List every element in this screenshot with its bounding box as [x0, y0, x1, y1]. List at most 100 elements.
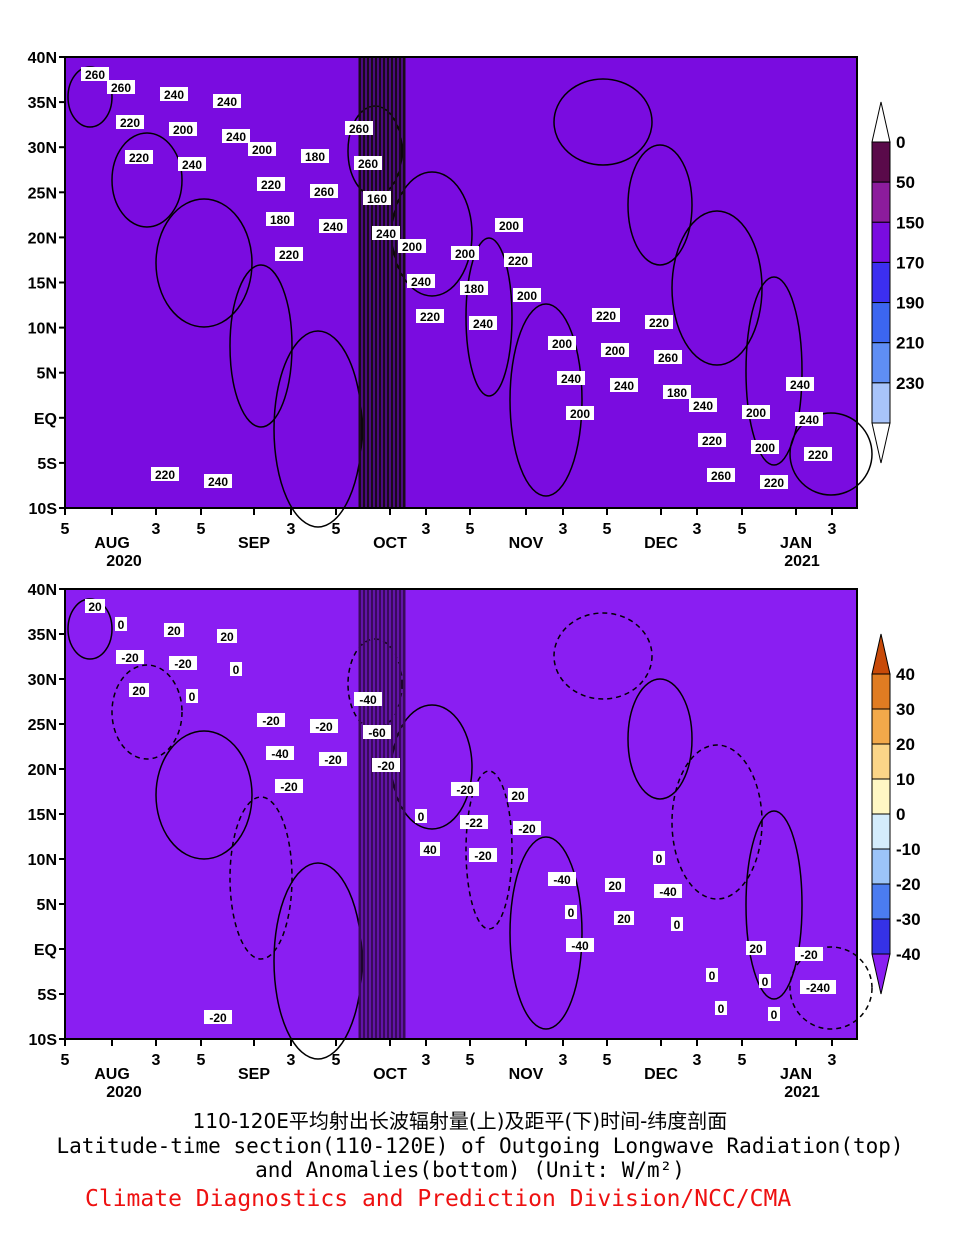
field-cell	[77, 629, 90, 640]
field-cell	[833, 467, 846, 478]
field-cell	[437, 599, 450, 610]
field-cell	[797, 669, 810, 680]
field-cell	[761, 107, 774, 118]
field-cell	[221, 57, 234, 68]
field-cell	[581, 417, 594, 428]
field-cell	[533, 137, 546, 148]
field-cell	[461, 367, 474, 378]
field-cell	[77, 769, 90, 780]
field-cell	[809, 609, 822, 620]
field-cell	[653, 327, 666, 338]
field-cell	[233, 477, 246, 488]
field-cell	[461, 97, 474, 108]
field-cell	[101, 107, 114, 118]
field-cell	[101, 447, 114, 458]
field-cell	[665, 467, 678, 478]
field-cell	[125, 67, 138, 78]
field-cell	[725, 397, 738, 408]
field-cell	[113, 197, 126, 208]
field-cell	[137, 87, 150, 98]
field-cell	[329, 739, 342, 750]
field-cell	[137, 589, 150, 600]
field-cell	[773, 367, 786, 378]
contour-label: 240	[323, 220, 343, 234]
field-cell	[809, 167, 822, 178]
field-cell	[401, 87, 414, 98]
field-cell	[653, 137, 666, 148]
field-cell	[461, 629, 474, 640]
field-cell	[77, 417, 90, 428]
field-cell	[737, 87, 750, 98]
field-cell	[833, 589, 846, 600]
field-cell	[701, 659, 714, 670]
field-cell	[809, 719, 822, 730]
field-cell	[749, 689, 762, 700]
field-cell	[521, 207, 534, 218]
field-cell	[293, 649, 306, 660]
field-cell	[485, 97, 498, 108]
field-cell	[569, 267, 582, 278]
field-cell	[785, 117, 798, 128]
field-cell	[173, 639, 186, 650]
field-cell	[617, 87, 630, 98]
field-cell	[281, 357, 294, 368]
field-cell	[89, 849, 102, 860]
field-cell	[821, 57, 834, 68]
field-cell	[713, 297, 726, 308]
field-cell	[605, 629, 618, 640]
field-cell	[293, 689, 306, 700]
field-cell	[617, 447, 630, 458]
field-cell	[557, 247, 570, 258]
field-cell	[521, 457, 534, 468]
field-cell	[197, 447, 210, 458]
field-cell	[65, 497, 78, 508]
field-cell	[89, 477, 102, 488]
field-cell	[629, 829, 642, 840]
field-cell	[449, 599, 462, 610]
field-cell	[533, 477, 546, 488]
colorbar-level-label: 50	[896, 173, 915, 192]
field-cell	[341, 217, 354, 228]
field-cell	[773, 619, 786, 630]
field-cell	[89, 227, 102, 238]
field-cell	[845, 337, 858, 348]
field-cell	[761, 227, 774, 238]
field-cell	[677, 67, 690, 78]
field-cell	[65, 649, 78, 660]
field-cell	[245, 589, 258, 600]
field-cell	[605, 167, 618, 178]
field-cell	[473, 487, 486, 498]
field-cell	[77, 669, 90, 680]
field-cell	[413, 367, 426, 378]
field-cell	[833, 87, 846, 98]
field-cell	[809, 467, 822, 478]
field-cell	[425, 477, 438, 488]
field-cell	[113, 297, 126, 308]
field-cell	[173, 277, 186, 288]
field-cell	[497, 267, 510, 278]
field-cell	[713, 77, 726, 88]
field-cell	[173, 377, 186, 388]
field-cell	[221, 267, 234, 278]
field-cell	[833, 207, 846, 218]
field-cell	[233, 609, 246, 620]
field-cell	[317, 669, 330, 680]
contour-label-bg	[160, 87, 188, 101]
field-cell	[221, 689, 234, 700]
field-cell	[713, 739, 726, 750]
field-cell	[77, 609, 90, 620]
field-cell	[749, 157, 762, 168]
field-cell	[545, 437, 558, 448]
field-cell	[209, 227, 222, 238]
field-cell	[449, 669, 462, 680]
contour-label-bg	[416, 309, 444, 323]
field-cell	[845, 729, 858, 740]
field-cell	[125, 177, 138, 188]
field-cell	[293, 337, 306, 348]
field-cell	[173, 699, 186, 710]
field-cell	[113, 789, 126, 800]
field-cell	[473, 157, 486, 168]
field-cell	[161, 689, 174, 700]
field-cell	[665, 337, 678, 348]
field-cell	[653, 107, 666, 118]
